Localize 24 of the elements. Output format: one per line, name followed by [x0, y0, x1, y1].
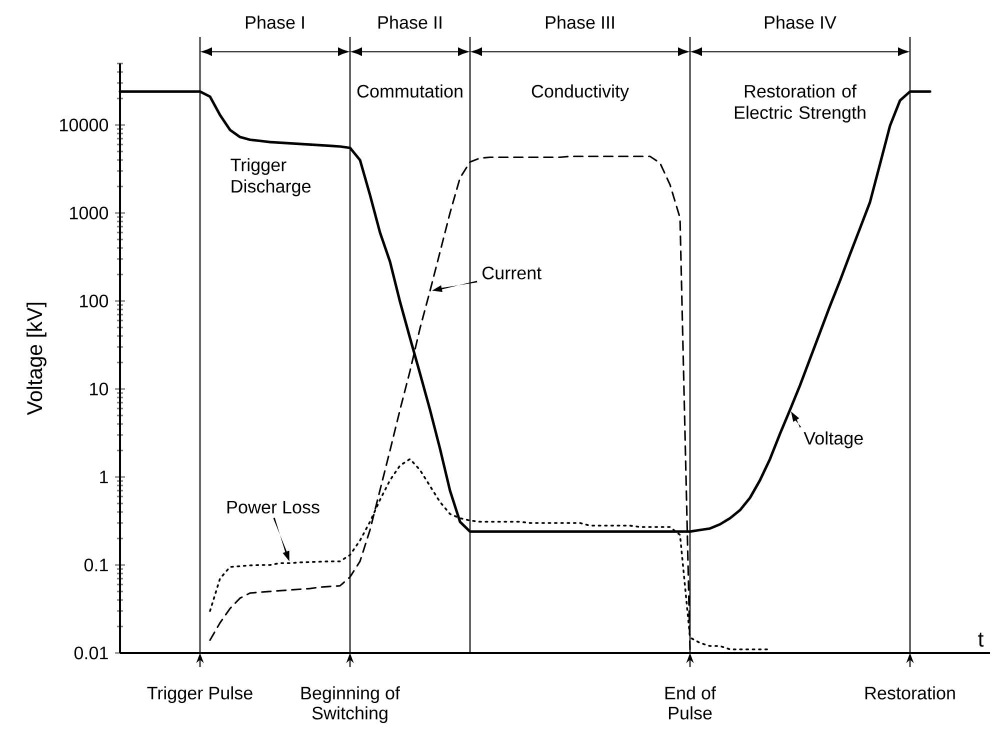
text: Phase IV	[764, 16, 836, 29]
y-tick-label: 1000	[70, 206, 108, 220]
y-tick-label: 10000	[60, 118, 108, 132]
y-tick-label: 0.01	[74, 646, 108, 660]
y-axis-title: Voltage [kV]	[26, 302, 46, 416]
x-tick-label: Restoration	[865, 686, 955, 700]
y-tick-label: 1	[100, 470, 108, 484]
text: Current	[482, 266, 542, 280]
annotation: Trigger Discharge	[230, 158, 311, 196]
series-label: Power Loss	[227, 500, 320, 514]
text: Phase I	[246, 16, 304, 29]
y-tick-label: 10	[90, 382, 108, 396]
annotation: Conductivity	[532, 84, 629, 102]
x-tick-label: Beginning of Switching	[301, 686, 400, 724]
text: Phase II	[378, 16, 442, 29]
text: Phase III	[546, 16, 614, 29]
annotation: Restoration of Electric Strength	[734, 84, 866, 123]
y-tick-label: 0.1	[84, 558, 108, 572]
x-tick-label: Trigger Pulse	[147, 686, 252, 704]
x-tick-label: End of Pulse	[665, 686, 716, 720]
annotation: Commutation	[357, 84, 462, 98]
x-axis-title: t	[978, 632, 984, 647]
y-tick-label: 100	[80, 294, 108, 308]
legend-label: Voltage	[804, 431, 863, 448]
